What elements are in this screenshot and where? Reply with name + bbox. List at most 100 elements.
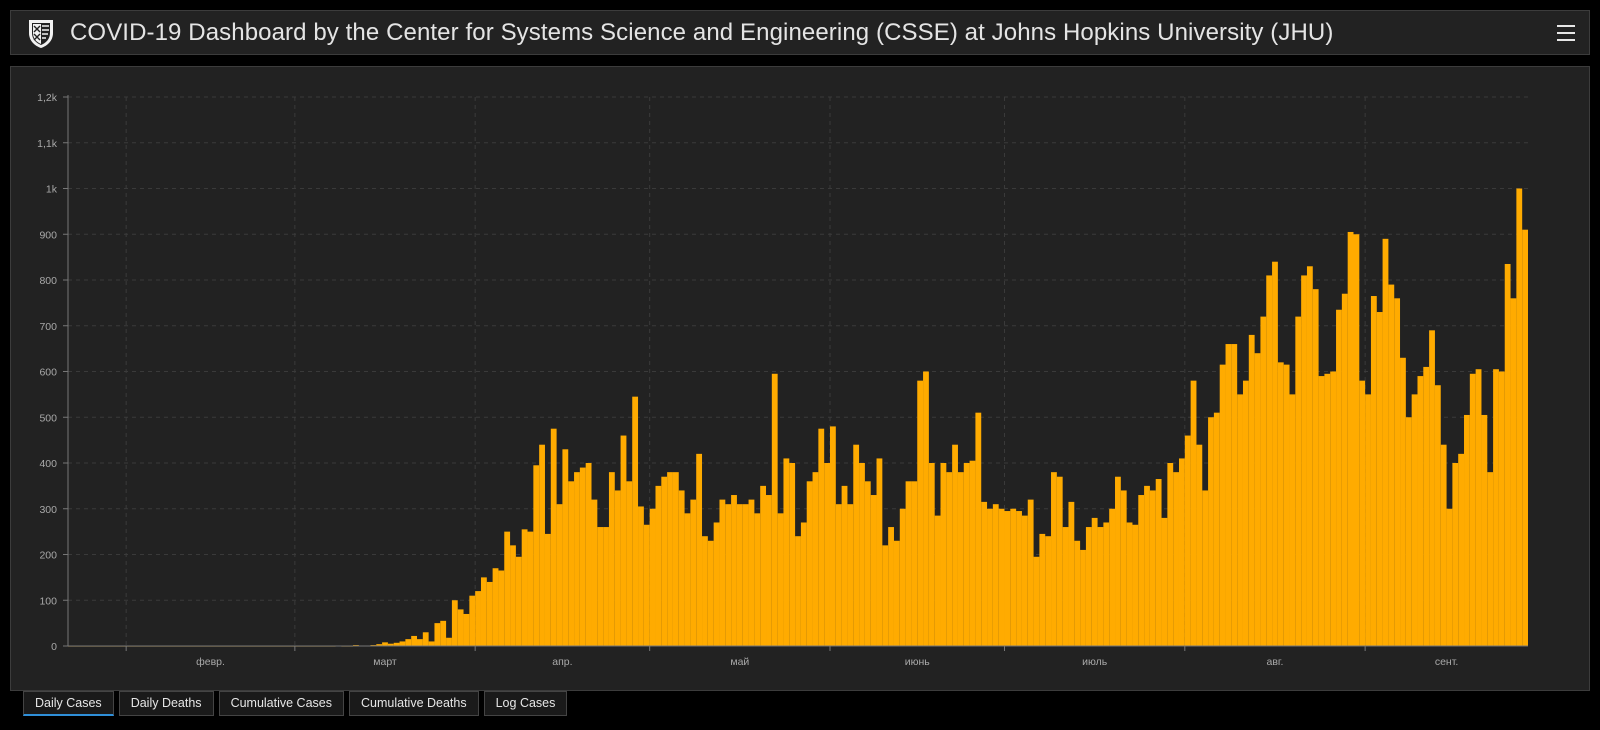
bar — [1062, 527, 1069, 646]
bar — [1225, 344, 1232, 646]
bar — [1353, 234, 1360, 646]
bar — [1033, 556, 1040, 646]
bar — [1493, 369, 1499, 646]
bar — [829, 426, 836, 646]
bar — [1132, 524, 1139, 646]
bar — [1184, 435, 1191, 646]
bar — [713, 522, 720, 646]
bar — [946, 472, 953, 646]
bar — [690, 499, 697, 646]
bar — [969, 460, 976, 646]
bar — [824, 463, 830, 646]
bar — [405, 639, 412, 646]
bar — [678, 490, 685, 646]
bar — [1045, 536, 1052, 646]
bar — [585, 463, 592, 646]
bar — [626, 481, 633, 646]
bar — [422, 632, 429, 646]
tab-cumulative-cases[interactable]: Cumulative Cases — [218, 691, 344, 716]
chart-panel: 0 100 200 300 400 500 600 700 800 900 1k 1,1k 1,2k фе… — [10, 66, 1590, 691]
bar — [1411, 394, 1418, 646]
bar — [736, 504, 743, 646]
bar — [1091, 517, 1098, 646]
bar — [1365, 394, 1371, 646]
bar — [876, 458, 883, 646]
bar — [1289, 394, 1296, 646]
bar — [1440, 444, 1447, 646]
bar — [1324, 373, 1331, 646]
bar — [620, 435, 627, 646]
bar — [457, 609, 464, 646]
bar — [1277, 362, 1284, 646]
bar — [1196, 444, 1203, 646]
bar — [539, 444, 545, 646]
bar — [1498, 371, 1505, 646]
bar — [1301, 275, 1307, 646]
bar — [1452, 463, 1459, 646]
y-tick-label: 600 — [39, 367, 57, 379]
bar — [1283, 364, 1290, 646]
bar — [818, 428, 825, 646]
bar — [806, 481, 813, 646]
bar — [1097, 527, 1104, 646]
bar — [1376, 312, 1383, 646]
bar — [440, 620, 447, 646]
bar — [1109, 508, 1116, 646]
bar — [1056, 476, 1063, 646]
bar — [957, 472, 964, 646]
hamburger-menu-icon[interactable] — [1555, 22, 1577, 44]
bar — [1120, 490, 1127, 646]
bar — [847, 504, 854, 646]
tab-log-cases[interactable]: Log Cases — [483, 691, 568, 716]
bar — [504, 531, 511, 646]
tab-daily-cases[interactable]: Daily Cases — [23, 691, 114, 716]
bar — [1382, 238, 1389, 646]
bar — [1260, 316, 1267, 646]
bar — [1254, 353, 1261, 646]
bar — [527, 531, 534, 646]
tab-daily-deaths[interactable]: Daily Deaths — [118, 691, 214, 716]
bar — [1144, 485, 1150, 646]
y-tick-label: 400 — [39, 458, 57, 470]
bar — [1423, 366, 1430, 646]
chart-bars — [68, 188, 1528, 647]
bar — [1394, 298, 1401, 646]
bar — [411, 635, 418, 646]
bar — [463, 613, 470, 646]
bar — [1085, 527, 1092, 646]
bar — [864, 481, 871, 646]
bar — [614, 490, 621, 646]
bar — [579, 467, 586, 646]
bar — [510, 545, 516, 646]
bar — [451, 600, 458, 646]
bar — [1167, 463, 1174, 646]
bar — [1161, 517, 1168, 646]
bar — [1487, 472, 1494, 646]
bar — [649, 508, 656, 646]
bar — [1318, 376, 1325, 646]
bar — [1359, 380, 1366, 646]
bar — [417, 639, 423, 646]
daily-cases-bar-chart: 0 100 200 300 400 500 600 700 800 900 1k 1,1k 1,2k фе… — [37, 92, 1528, 668]
x-tick-label: июль — [1082, 656, 1108, 668]
bar — [597, 527, 604, 646]
bar — [981, 501, 988, 646]
bar — [882, 545, 889, 646]
bar — [742, 504, 749, 646]
page-title: COVID-19 Dashboard by the Center for Sys… — [70, 18, 1334, 46]
y-tick-label: 0 — [51, 641, 57, 653]
bar — [1010, 508, 1017, 646]
bar — [1446, 508, 1453, 646]
bar — [1219, 364, 1226, 646]
bar — [1458, 453, 1465, 646]
bar — [550, 428, 557, 646]
x-tick-label: апр. — [552, 656, 572, 668]
bar — [1295, 316, 1302, 646]
tab-cumulative-deaths[interactable]: Cumulative Deaths — [349, 691, 479, 716]
bar — [1103, 522, 1110, 646]
bar — [1115, 476, 1121, 646]
bar — [486, 581, 493, 646]
bar — [754, 513, 761, 646]
bar — [1481, 414, 1488, 646]
bar — [963, 463, 970, 646]
